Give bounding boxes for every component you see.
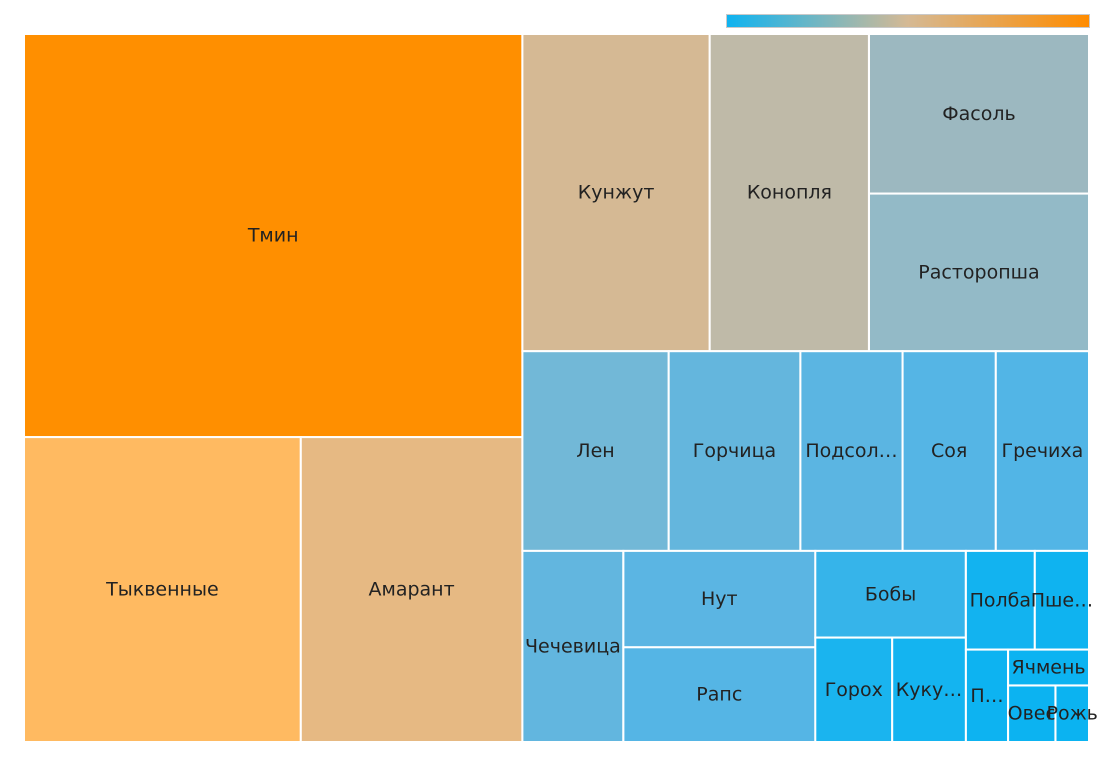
- treemap-tile[interactable]: Горох: [814, 636, 894, 743]
- tile-label: Гречиха: [1001, 440, 1083, 462]
- tile-label: Овес: [1008, 703, 1056, 725]
- tile-rect[interactable]: [521, 350, 670, 552]
- tile-label: Рапс: [696, 684, 742, 706]
- treemap-tile[interactable]: Фасоль: [868, 33, 1090, 195]
- treemap-tile[interactable]: Полба: [964, 549, 1036, 651]
- treemap-tile[interactable]: Куку…: [891, 636, 967, 743]
- treemap-tile[interactable]: Гречиха: [994, 350, 1090, 552]
- tile-label: Кунжут: [578, 182, 655, 204]
- tile-label: Расторопша: [918, 261, 1039, 283]
- tile-label: Лен: [576, 440, 614, 462]
- treemap-tile[interactable]: Подсол…: [799, 350, 904, 552]
- color-scale-legend: [726, 14, 1090, 28]
- tile-rect[interactable]: [1007, 684, 1057, 743]
- tile-label: Ячмень: [1012, 657, 1086, 679]
- tile-rect[interactable]: [622, 646, 817, 743]
- tile-rect[interactable]: [521, 549, 625, 744]
- tile-label: Горох: [825, 679, 883, 701]
- tile-label: Тмин: [247, 225, 299, 247]
- tile-rect[interactable]: [964, 648, 1010, 743]
- tile-rect[interactable]: [799, 350, 904, 552]
- tile-label: Чечевица: [525, 636, 621, 658]
- treemap-tile[interactable]: Нут: [622, 549, 817, 649]
- tile-rect[interactable]: [299, 436, 524, 743]
- tile-rect[interactable]: [23, 33, 524, 439]
- tile-label: П…: [970, 685, 1003, 707]
- treemap-tile[interactable]: Рапс: [622, 646, 817, 743]
- tile-label: Рожь: [1046, 703, 1097, 725]
- tile-rect[interactable]: [868, 192, 1090, 353]
- treemap-tile[interactable]: Тыквенные: [23, 436, 302, 743]
- tile-rect[interactable]: [814, 636, 894, 743]
- tile-label: Куку…: [896, 679, 962, 701]
- tile-label: Подсол…: [805, 440, 897, 462]
- treemap-tile[interactable]: Ячмень: [1007, 648, 1090, 687]
- tile-label: Пше…: [1031, 589, 1093, 611]
- treemap-tile[interactable]: Амарант: [299, 436, 524, 743]
- treemap-tile[interactable]: Конопля: [708, 33, 870, 353]
- tile-label: Полба: [970, 589, 1031, 611]
- tile-rect[interactable]: [1033, 549, 1091, 651]
- tile-rect[interactable]: [1054, 684, 1090, 743]
- treemap-tile[interactable]: Горчица: [667, 350, 802, 552]
- tile-rect[interactable]: [891, 636, 967, 743]
- treemap-tile[interactable]: Пше…: [1031, 549, 1093, 651]
- treemap-tile[interactable]: Тмин: [23, 33, 524, 439]
- tile-label: Тыквенные: [105, 579, 219, 601]
- treemap-tile[interactable]: Овес: [1007, 684, 1057, 743]
- tile-rect[interactable]: [23, 436, 302, 743]
- tile-label: Бобы: [865, 583, 916, 605]
- treemap-tile[interactable]: Кунжут: [521, 33, 711, 353]
- treemap-tile[interactable]: Бобы: [814, 549, 967, 639]
- treemap-tile[interactable]: Лен: [521, 350, 670, 552]
- treemap-tile[interactable]: Расторопша: [868, 192, 1090, 353]
- tile-rect[interactable]: [667, 350, 802, 552]
- treemap-tile[interactable]: Рожь: [1046, 684, 1098, 743]
- tile-label: Конопля: [747, 182, 832, 204]
- treemap-tile[interactable]: Чечевица: [521, 549, 625, 744]
- tile-rect[interactable]: [521, 33, 711, 353]
- tile-label: Фасоль: [942, 103, 1015, 125]
- treemap-tile[interactable]: П…: [964, 648, 1010, 743]
- tile-rect[interactable]: [814, 549, 967, 639]
- tile-rect[interactable]: [964, 549, 1036, 651]
- tile-label: Горчица: [693, 440, 776, 462]
- treemap-tile[interactable]: Соя: [901, 350, 997, 552]
- tile-rect[interactable]: [622, 549, 817, 649]
- tile-label: Амарант: [369, 579, 455, 601]
- tile-rect[interactable]: [994, 350, 1090, 552]
- tile-label: Нут: [701, 588, 738, 610]
- tile-label: Соя: [931, 440, 967, 462]
